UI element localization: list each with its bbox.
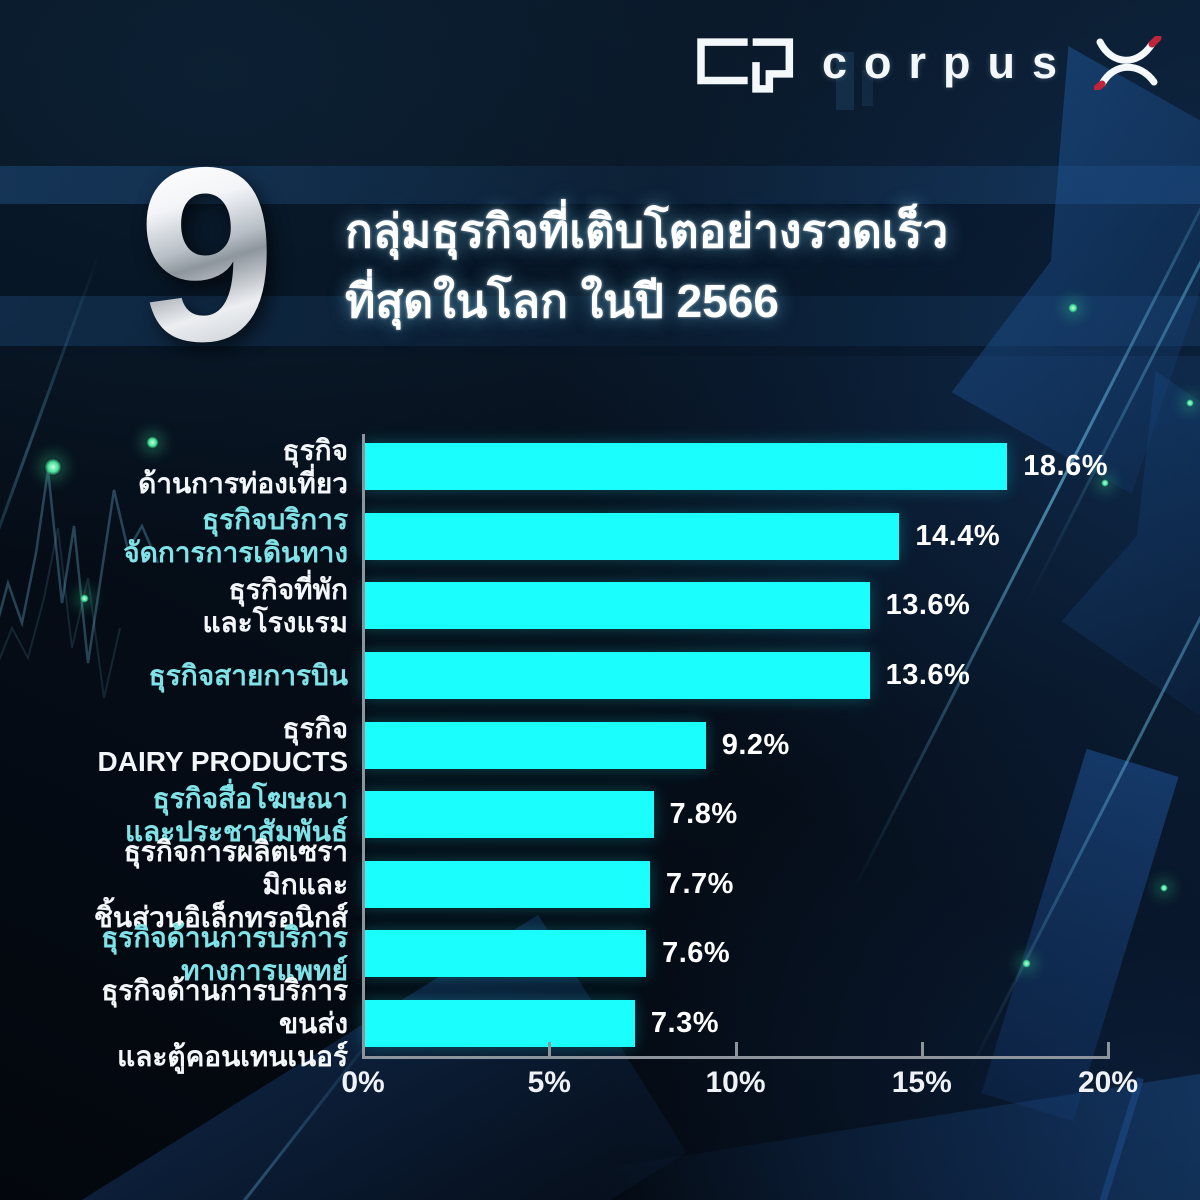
bar-category-label-line: และโรงแรม <box>202 606 348 638</box>
bar-value-label: 14.4% <box>915 519 1001 552</box>
bar <box>363 652 870 700</box>
bar-category-label-line: DAIRY PRODUCTS <box>97 746 348 778</box>
bar <box>363 582 870 630</box>
bar-track: 14.4% <box>363 502 1108 572</box>
x-axis-tick <box>734 1042 738 1056</box>
x-axis-label: 15% <box>891 1066 952 1099</box>
x-axis-tick <box>548 1042 552 1056</box>
chart-row: ธุรกิจสายการบิน 13.6% <box>90 641 1108 711</box>
cp-logo-icon <box>697 38 794 93</box>
bar <box>363 791 654 839</box>
bar-category-label: ธุรกิจที่พัก และโรงแรม <box>90 573 363 639</box>
bar-value-label: 13.6% <box>885 659 971 692</box>
bar-category-label: ธุรกิจด้านการบริการ ทางการแพทย์ <box>90 921 363 987</box>
x-axis-label: 10% <box>705 1066 766 1099</box>
chart-row: ธุรกิจด้านการบริการขนส่ง และตู้คอนเทนเนอร… <box>90 975 1108 1072</box>
bar <box>363 443 1008 491</box>
glow-dot <box>1160 884 1168 892</box>
bar-category-label-line: จัดการการเดินทาง <box>123 537 348 569</box>
bar-category-label-line: ธุรกิจด้านการบริการ <box>101 921 348 953</box>
bar-value-label: 18.6% <box>1023 450 1108 483</box>
bar-track: 13.6% <box>363 641 1108 711</box>
bar-value-label: 7.3% <box>650 1007 720 1040</box>
bar-category-label: ธุรกิจ DAIRY PRODUCTS <box>90 712 363 778</box>
chart-row: ธุรกิจ ด้านการท่องเที่ยว 18.6% <box>90 432 1108 502</box>
bar-category-label-line: ธุรกิจด้านการบริการขนส่ง <box>101 975 348 1040</box>
glow-dot <box>44 458 62 476</box>
bar-category-label: ธุรกิจการผลิตเซรามิกและ ชิ้นส่วนอิเล็กทรอ… <box>90 835 363 934</box>
bar-category-label-line: และตู้คอนเทนเนอร์ <box>117 1041 348 1073</box>
bar <box>363 930 647 978</box>
bar-category-label-line: ธุรกิจ <box>282 434 349 466</box>
bar <box>363 1000 635 1048</box>
bar-category-label-line: ธุรกิจที่พัก <box>228 573 348 605</box>
chart-row: ธุรกิจ DAIRY PRODUCTS 9.2% <box>90 710 1108 780</box>
bar-category-label: ธุรกิจ ด้านการท่องเที่ยว <box>90 434 363 500</box>
big-number: 9 <box>138 115 276 393</box>
chart-row: ธุรกิจการผลิตเซรามิกและ ชิ้นส่วนอิเล็กทรอ… <box>90 836 1108 933</box>
background-candlestick <box>836 52 854 110</box>
x-axis-tick <box>1107 1042 1110 1056</box>
bar-track: 7.7% <box>363 850 1108 920</box>
title-line-1: กลุ่มธุรกิจที่เติบโตอย่างรวดเร็ว <box>345 205 949 257</box>
x-axis-label: 20% <box>1077 1066 1139 1099</box>
glow-dot <box>1068 303 1078 313</box>
bar-track: 7.8% <box>363 780 1108 850</box>
bar <box>363 860 650 908</box>
bar-value-label: 9.2% <box>721 728 790 761</box>
x-logo-icon <box>1094 36 1162 90</box>
background-light-streak <box>0 252 101 648</box>
bar-value-label: 7.7% <box>665 867 734 900</box>
background-candlestick <box>862 70 873 106</box>
bar-category-label-line: ทางการแพทย์ <box>181 954 348 986</box>
bar <box>363 512 900 560</box>
brand-logo: corpus <box>686 28 1172 98</box>
bar-category-label-line: ด้านการท่องเที่ยว <box>138 467 348 499</box>
y-axis-line <box>362 434 365 1058</box>
bar-category-label: ธุรกิจสื่อโฆษณา และประชาสัมพันธ์ <box>90 782 363 848</box>
bar-category-label-line: ธุรกิจสื่อโฆษณา <box>152 782 348 814</box>
page-title: กลุ่มธุรกิจที่เติบโตอย่างรวดเร็ว ที่สุดใ… <box>345 196 948 336</box>
x-axis-label: 5% <box>527 1066 571 1099</box>
bar-value-label: 13.6% <box>885 589 971 622</box>
x-axis-line <box>362 1056 1110 1059</box>
bar <box>363 721 706 769</box>
chart-row: ธุรกิจที่พัก และโรงแรม 13.6% <box>90 571 1108 641</box>
title-line-2: ที่สุดในโลก ในปี 2566 <box>345 275 779 327</box>
glow-dot <box>80 594 89 603</box>
bar-category-label-line: ธุรกิจ <box>282 713 349 745</box>
bar-category-label-line: ชิ้นส่วนอิเล็กทรอนิกส์ <box>93 901 348 933</box>
bar-category-label: ธุรกิจด้านการบริการขนส่ง และตู้คอนเทนเนอร… <box>90 974 363 1073</box>
bar-category-label-line: ธุรกิจสายการบิน <box>148 660 348 692</box>
bar-category-label: ธุรกิจบริการ จัดการการเดินทาง <box>90 503 363 569</box>
brand-wordmark: corpus <box>822 37 1075 88</box>
x-axis-tick <box>920 1042 924 1056</box>
bar-category-label-line: ธุรกิจบริการ <box>201 504 348 536</box>
chart-row: ธุรกิจสื่อโฆษณา และประชาสัมพันธ์ 7.8% <box>90 780 1108 850</box>
bar-value-label: 7.8% <box>669 798 738 831</box>
bar-track: 18.6% <box>363 432 1108 502</box>
bar-track: 9.2% <box>363 710 1108 780</box>
bar-chart: ธุรกิจ ด้านการท่องเที่ยว 18.6% ธุรกิจบริการ… <box>90 432 1108 1072</box>
bar-category-label: ธุรกิจสายการบิน <box>90 659 363 692</box>
bar-track: 7.6% <box>363 919 1108 989</box>
x-axis-label: 0% <box>341 1066 385 1099</box>
glow-dot <box>1186 399 1194 407</box>
bar-track: 13.6% <box>363 571 1108 641</box>
bar-value-label: 7.6% <box>662 937 731 970</box>
chart-row: ธุรกิจบริการ จัดการการเดินทาง 14.4% <box>90 502 1108 572</box>
bar-track: 7.3% <box>363 989 1108 1059</box>
bar-category-label-line: ธุรกิจการผลิตเซรามิกและ <box>123 835 348 900</box>
bar-category-label-line: และประชาสัมพันธ์ <box>124 815 348 847</box>
chart-row: ธุรกิจด้านการบริการ ทางการแพทย์ 7.6% <box>90 919 1108 989</box>
